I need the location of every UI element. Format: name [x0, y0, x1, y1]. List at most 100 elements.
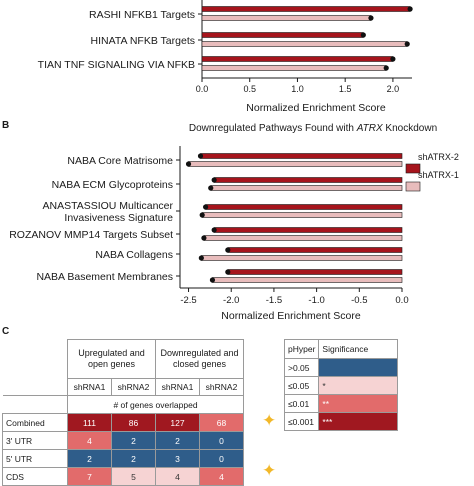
category-label: NABA ECM Glycoproteins	[52, 179, 173, 191]
table-cell: 2	[111, 449, 156, 468]
bar-shatrx-2-end	[360, 32, 366, 38]
category-label: NABA Collagens	[95, 249, 173, 261]
x-tick-label: -1.5	[266, 295, 282, 306]
chart-title: Downregulated Pathways Found with ATRX K…	[189, 123, 437, 134]
chart-b: B Downregulated Pathways Found with ATRX …	[2, 120, 459, 322]
table-cell: 2	[155, 431, 200, 450]
sub-header: shRNA1	[155, 378, 200, 396]
x-tick-label: -0.5	[351, 295, 367, 306]
table-row: 3' UTR 4 2 2 0	[2, 431, 244, 450]
significance-legend: pHyper Significance >0.05 ≤0.05 * ≤0.01 …	[283, 339, 399, 431]
bar-shatrx-2	[213, 177, 403, 183]
bar-shatrx-1	[188, 161, 403, 167]
bar-shatrx-1	[201, 41, 408, 47]
row-label: Combined	[2, 413, 68, 432]
bar-shatrx-1	[203, 235, 403, 241]
category-label: NABA Basement Membranes	[36, 271, 173, 283]
table-cell: 2	[67, 449, 112, 468]
panel-letter-c: C	[2, 326, 10, 337]
table-cell: 0	[199, 431, 244, 450]
four-point-star-icon: ✦	[262, 461, 277, 480]
category-label: ROZANOV MMP14 Targets Subset	[9, 229, 173, 241]
legend-threshold: >0.05	[283, 358, 320, 377]
bar-shatrx-2	[201, 6, 411, 12]
table-cell: 4	[67, 431, 112, 450]
bar-shatrx-2-end	[390, 56, 396, 62]
category-label: TIAN TNF SIGNALING VIA NFKB	[38, 59, 195, 71]
chart-a: RASHI NFKB1 Targets HINATA NFKB Targets TI…	[38, 0, 413, 114]
legend-swatch	[405, 163, 421, 174]
legend-threshold: ≤0.001	[283, 412, 320, 431]
legend-label: shATRX-2	[418, 152, 459, 162]
x-tick-label: 0.0	[395, 295, 408, 306]
bar-shatrx-1-end	[404, 41, 410, 47]
overlap-table: Upregulated and open genes Downregulated…	[2, 339, 244, 486]
bar-shatrx-2-end	[225, 247, 231, 253]
legend-swatch: *	[318, 376, 399, 395]
bar-shatrx-1-end	[185, 161, 192, 167]
bar-shatrx-1	[201, 15, 372, 21]
x-tick-label: 1.0	[291, 84, 304, 94]
sub-header: shRNA2	[111, 378, 156, 396]
bar-shatrx-1-end	[198, 255, 204, 261]
legend-swatch	[318, 358, 399, 377]
row-label: 3' UTR	[2, 431, 68, 450]
legend-header-significance: Significance	[318, 339, 399, 359]
x-tick-label: 2.0	[387, 84, 400, 94]
bar-shatrx-2-end	[203, 204, 209, 210]
bar-shatrx-2-end	[211, 227, 217, 233]
legend-swatch: ***	[318, 412, 399, 431]
table-caption: # of genes overlapped	[67, 395, 244, 414]
bar-shatrx-2-end	[197, 153, 204, 159]
chart-title-gene: ATRX	[356, 123, 383, 134]
four-point-star-icon: ✦	[262, 411, 277, 430]
x-axis-label: Normalized Enrichment Score	[221, 310, 361, 322]
bar-shatrx-2-end	[211, 177, 217, 183]
bar-shatrx-2-end	[407, 6, 413, 12]
legend-swatch: **	[318, 394, 399, 413]
row-label: CDS	[2, 467, 68, 486]
bar-shatrx-1-end	[201, 235, 207, 241]
table-spacer	[2, 395, 68, 414]
legend-header-phyper: pHyper	[283, 339, 320, 359]
legend-threshold: ≤0.01	[283, 394, 320, 413]
bar-shatrx-2	[205, 204, 403, 210]
bar-shatrx-2	[227, 269, 403, 275]
table-cell: 68	[199, 413, 244, 432]
x-tick-label: 1.5	[339, 84, 352, 94]
bar-shatrx-1-end	[208, 185, 214, 191]
x-tick-label: 0.5	[243, 84, 256, 94]
bar-shatrx-2	[200, 153, 403, 159]
table-cell: 4	[199, 467, 244, 486]
category-label: NABA Core Matrisome	[67, 155, 173, 167]
table-row: Combined 111 86 127 68	[2, 413, 244, 432]
group-header-down: Downregulated and closed genes	[155, 339, 244, 379]
bar-shatrx-1	[210, 185, 403, 191]
table-cell: 111	[67, 413, 112, 432]
x-tick-label: -1.0	[308, 295, 324, 306]
category-label: HINATA NFKB Targets	[91, 35, 195, 47]
bar-shatrx-1-end	[383, 65, 389, 71]
panel-letter-b: B	[2, 120, 9, 131]
bar-shatrx-1-end	[368, 15, 374, 21]
table-cell: 127	[155, 413, 200, 432]
bar-shatrx-1	[201, 255, 403, 261]
bar-shatrx-2	[201, 32, 364, 38]
legend-swatch	[405, 181, 421, 192]
category-label: Invasiveness Signature	[64, 212, 173, 224]
table-corner	[2, 339, 68, 396]
bar-shatrx-1	[212, 277, 403, 283]
table-cell: 2	[111, 431, 156, 450]
row-label: 5' UTR	[2, 449, 68, 468]
bar-shatrx-1	[201, 212, 403, 218]
chart-title-suffix: Knockdown	[383, 123, 437, 134]
x-axis-label: Normalized Enrichment Score	[246, 102, 386, 114]
table-cell: 3	[155, 449, 200, 468]
category-label: ANASTASSIOU Multicancer	[42, 200, 173, 212]
x-tick-label: -2.0	[223, 295, 239, 306]
table-cell: 7	[67, 467, 112, 486]
chart-title-prefix: Downregulated Pathways Found with	[189, 123, 357, 134]
bar-shatrx-1	[201, 65, 387, 71]
bar-shatrx-2	[201, 56, 394, 62]
table-row: 5' UTR 2 2 3 0	[2, 449, 244, 468]
